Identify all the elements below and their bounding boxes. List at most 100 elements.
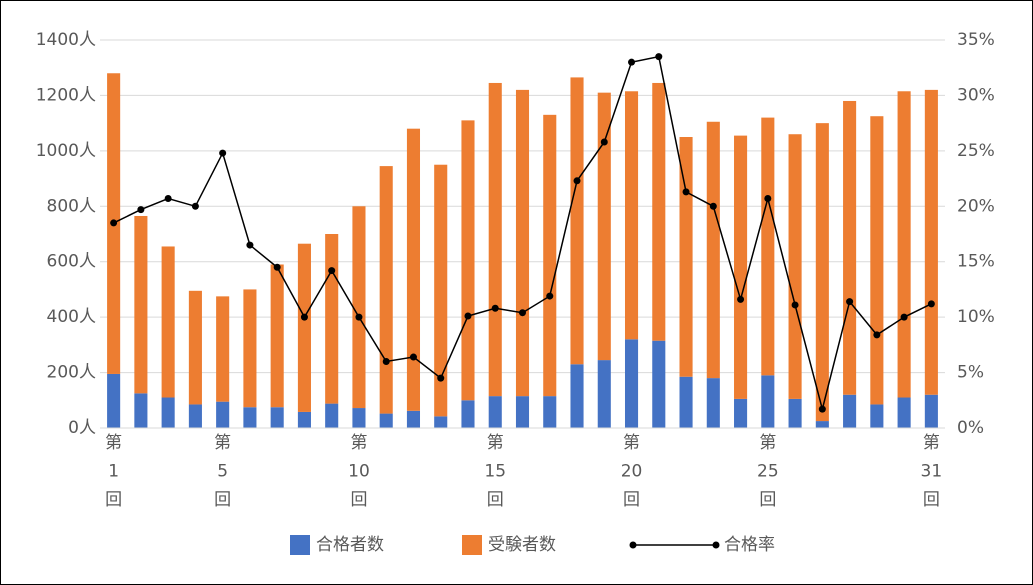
bar bbox=[679, 137, 693, 377]
rate-point bbox=[519, 309, 526, 317]
rate-point bbox=[573, 177, 581, 185]
rate-point bbox=[355, 313, 363, 321]
rate-point bbox=[900, 313, 908, 321]
bar bbox=[734, 398, 748, 428]
rate-point bbox=[846, 298, 854, 306]
bar bbox=[134, 215, 148, 394]
bar bbox=[461, 120, 475, 401]
rate-point bbox=[927, 300, 935, 308]
bar bbox=[597, 360, 611, 428]
bar bbox=[379, 413, 393, 428]
rate-point bbox=[546, 292, 554, 300]
x-tick-label: 第 31 回 bbox=[921, 433, 943, 510]
y-tick-label: 400人 bbox=[47, 307, 96, 327]
bar bbox=[461, 400, 475, 428]
bar bbox=[434, 416, 448, 428]
rate-point bbox=[464, 312, 472, 320]
bar bbox=[297, 411, 311, 428]
bar bbox=[761, 117, 775, 376]
legend-label: 合格者数 bbox=[316, 535, 384, 555]
x-tick-label: 第 15 回 bbox=[484, 433, 506, 510]
rate-point bbox=[273, 263, 281, 271]
bar bbox=[379, 166, 393, 414]
bar bbox=[161, 246, 175, 398]
bar bbox=[134, 393, 148, 428]
rate-point bbox=[164, 195, 172, 203]
legend-label: 受験者数 bbox=[488, 535, 556, 555]
bar bbox=[706, 378, 720, 428]
bar bbox=[325, 234, 339, 404]
rate-point bbox=[437, 374, 445, 382]
y2-tick-label: 30% bbox=[957, 85, 995, 105]
bar bbox=[188, 404, 202, 428]
legend-label: 合格率 bbox=[724, 535, 775, 555]
x-tick-label: 第 20 回 bbox=[621, 433, 643, 510]
bar bbox=[597, 92, 611, 361]
bar bbox=[652, 82, 666, 341]
bar bbox=[297, 243, 311, 412]
bar bbox=[897, 397, 911, 428]
bar bbox=[188, 290, 202, 405]
rate-point bbox=[628, 58, 636, 66]
x-tick-label: 第 10 回 bbox=[348, 433, 370, 510]
bar bbox=[243, 407, 257, 428]
y2-tick-label: 10% bbox=[957, 307, 995, 327]
rate-point bbox=[873, 331, 881, 339]
bar bbox=[679, 376, 693, 428]
bar bbox=[815, 421, 829, 428]
y2-tick-label: 20% bbox=[957, 196, 995, 216]
bar bbox=[325, 403, 339, 428]
y-tick-label: 0人 bbox=[68, 418, 96, 438]
rate-point bbox=[191, 202, 199, 210]
bar bbox=[870, 116, 884, 405]
bar bbox=[270, 407, 284, 428]
rate-point bbox=[246, 241, 254, 249]
bar bbox=[870, 404, 884, 428]
bar bbox=[352, 206, 366, 409]
legend-dot bbox=[629, 541, 637, 549]
bar bbox=[624, 339, 639, 428]
y-tick-label: 1200人 bbox=[36, 85, 96, 105]
rate-point bbox=[600, 138, 608, 146]
bar bbox=[924, 89, 938, 395]
y2-tick-label: 35% bbox=[957, 30, 995, 50]
rate-point bbox=[655, 53, 663, 61]
y2-tick-label: 5% bbox=[957, 363, 984, 383]
rate-point bbox=[328, 267, 336, 275]
bar bbox=[543, 114, 557, 397]
y-tick-label: 1000人 bbox=[36, 141, 96, 161]
bar bbox=[488, 396, 502, 428]
bar bbox=[543, 396, 557, 428]
bar bbox=[897, 91, 911, 398]
bar bbox=[488, 82, 502, 397]
bar bbox=[243, 289, 257, 408]
y-tick-label: 200人 bbox=[47, 363, 96, 383]
bar bbox=[161, 397, 175, 428]
bar bbox=[406, 128, 421, 411]
bar bbox=[107, 373, 121, 428]
bar bbox=[815, 123, 829, 422]
rate-point bbox=[137, 206, 145, 214]
bar bbox=[434, 164, 448, 417]
rate-point bbox=[491, 304, 499, 312]
rate-point bbox=[818, 405, 826, 413]
rate-point bbox=[219, 149, 227, 157]
bar bbox=[406, 410, 421, 428]
rate-point bbox=[382, 357, 390, 365]
legend-swatch bbox=[290, 535, 310, 555]
bar bbox=[570, 77, 584, 365]
rate-point bbox=[110, 219, 118, 227]
bar bbox=[515, 396, 530, 428]
legend-swatch bbox=[462, 535, 482, 555]
y-tick-label: 800人 bbox=[47, 196, 96, 216]
bar bbox=[706, 121, 720, 379]
bar bbox=[570, 364, 584, 428]
rate-point bbox=[791, 301, 799, 309]
y2-tick-label: 15% bbox=[957, 252, 995, 272]
rate-point bbox=[682, 188, 690, 196]
y2-tick-label: 0% bbox=[957, 418, 984, 438]
rate-point bbox=[709, 202, 717, 210]
bar bbox=[216, 401, 230, 428]
rate-point bbox=[409, 353, 417, 361]
bar bbox=[515, 89, 530, 397]
